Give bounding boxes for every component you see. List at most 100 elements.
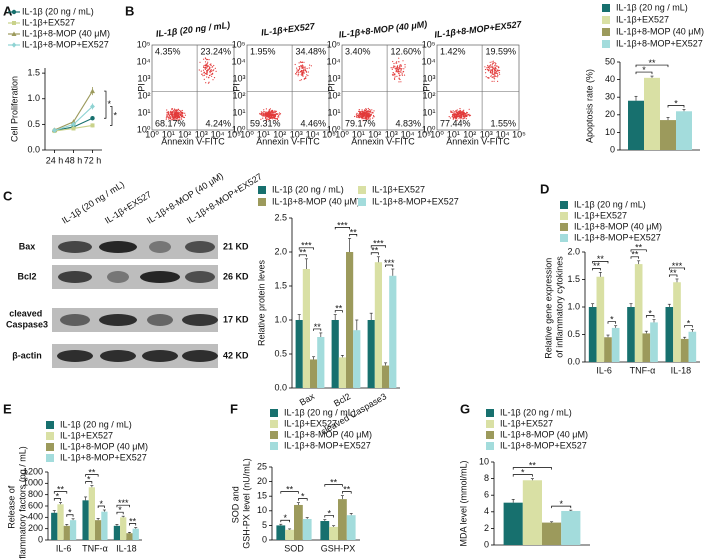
flow-event	[491, 72, 493, 74]
flow-event	[457, 115, 459, 117]
y-tick-label: 25	[257, 461, 267, 471]
flow-event	[266, 113, 268, 115]
y-tick-label: 50	[605, 56, 615, 66]
legend-swatch	[560, 223, 568, 231]
flow-event	[184, 114, 186, 116]
flow-event	[465, 111, 468, 113]
sig-label: **	[129, 516, 137, 526]
flow-event	[359, 111, 362, 113]
flow-event	[203, 65, 205, 67]
flow-event	[491, 66, 493, 68]
flow-event	[493, 77, 495, 79]
flow-event	[496, 72, 498, 74]
flow-event	[178, 110, 180, 112]
y-axis-label: Relative gene expression of inflammatory…	[544, 255, 565, 359]
flow-event	[497, 76, 499, 78]
flow-y-tick: 10²	[422, 90, 435, 100]
sig-bracket	[97, 505, 105, 508]
y-tick-label: 10	[479, 456, 489, 466]
flow-event	[279, 114, 281, 116]
flow-event	[172, 111, 174, 113]
bar	[294, 504, 303, 540]
flow-event	[261, 112, 264, 114]
legend-label: IL-1β (20 ng / mL)	[60, 419, 132, 429]
flow-event	[395, 70, 397, 72]
legend-swatch	[486, 431, 494, 439]
flow-event	[494, 74, 496, 76]
bar	[676, 111, 692, 150]
bar	[389, 275, 397, 388]
flow-event	[265, 112, 267, 115]
y-tick-label: 20	[257, 476, 267, 486]
flow-event	[365, 112, 368, 114]
flow-event	[485, 72, 487, 74]
flow-x-tick: 10³	[290, 129, 303, 139]
flow-event	[448, 116, 450, 118]
flow-event	[306, 74, 308, 76]
legend-swatch	[46, 443, 54, 451]
quadrant-value: 4.24%	[205, 118, 231, 128]
y-axis-label: SOD and GSH-PX level (nU/mL)	[231, 458, 252, 549]
flow-event	[301, 67, 303, 69]
sig-label: *	[301, 491, 305, 501]
flow-event	[205, 58, 207, 60]
sig-bracket	[645, 315, 655, 318]
flow-event	[206, 63, 209, 65]
marker	[71, 121, 76, 127]
legend-label: IL-1β+8-MOP (40 μM)	[574, 221, 662, 231]
flow-event	[355, 114, 357, 116]
flow-event	[301, 64, 303, 66]
flow-event	[276, 118, 278, 121]
flow-event	[492, 73, 494, 75]
sig-bracket	[53, 498, 61, 501]
x-tick-label: 24 h	[46, 155, 64, 165]
sig-bracket	[635, 71, 653, 75]
flow-event	[487, 65, 489, 67]
flow-event	[361, 110, 363, 112]
legend-label: IL-1β+EX527	[574, 210, 627, 220]
flow-event	[206, 66, 208, 68]
quadrant-value: 12.60%	[390, 46, 421, 56]
flow-event	[274, 116, 277, 118]
flow-event	[372, 115, 375, 117]
bar	[542, 522, 562, 545]
flow-event	[368, 113, 370, 115]
flow-event	[171, 117, 173, 119]
blot-band	[58, 271, 92, 283]
flow-event	[211, 73, 213, 75]
legend-label: IL-1β+8-MOP (40 μM)	[616, 26, 704, 36]
flow-event	[495, 69, 497, 71]
flow-event	[355, 115, 357, 117]
flow-event	[452, 114, 454, 116]
flow-event	[488, 67, 491, 69]
flow-event	[170, 116, 172, 118]
flow-event	[184, 112, 186, 114]
flow-event	[303, 70, 305, 72]
flow-event	[358, 109, 360, 111]
flow-event	[401, 68, 403, 70]
flow-event	[366, 110, 368, 112]
sig-label: *	[648, 309, 652, 319]
flow-event	[176, 115, 178, 117]
y-tick-label: 0.5	[27, 119, 40, 129]
y-axis-label: Apoptosis rate (%)	[584, 69, 594, 143]
flow-event	[172, 113, 174, 115]
flow-event	[274, 111, 276, 113]
flow-event	[492, 68, 494, 70]
legend-label: IL-1β+8-MOP+EX527	[574, 232, 661, 242]
flow-event	[495, 68, 497, 70]
bar	[120, 517, 127, 540]
x-tick-label: IL-18	[671, 365, 692, 375]
x-tick-label: IL-18	[116, 543, 137, 553]
flow-event	[455, 112, 457, 114]
y-axis-label: Release of inflammatory factors (pg / mL…	[7, 446, 28, 559]
legend-swatch	[602, 40, 610, 48]
flow-event	[468, 108, 470, 110]
flow-event	[271, 115, 273, 118]
panel-label: D	[540, 181, 549, 196]
flow-y-tick: 10⁴	[232, 56, 246, 66]
flow-event	[491, 61, 493, 63]
flow-event	[465, 118, 467, 120]
flow-event	[391, 68, 393, 70]
